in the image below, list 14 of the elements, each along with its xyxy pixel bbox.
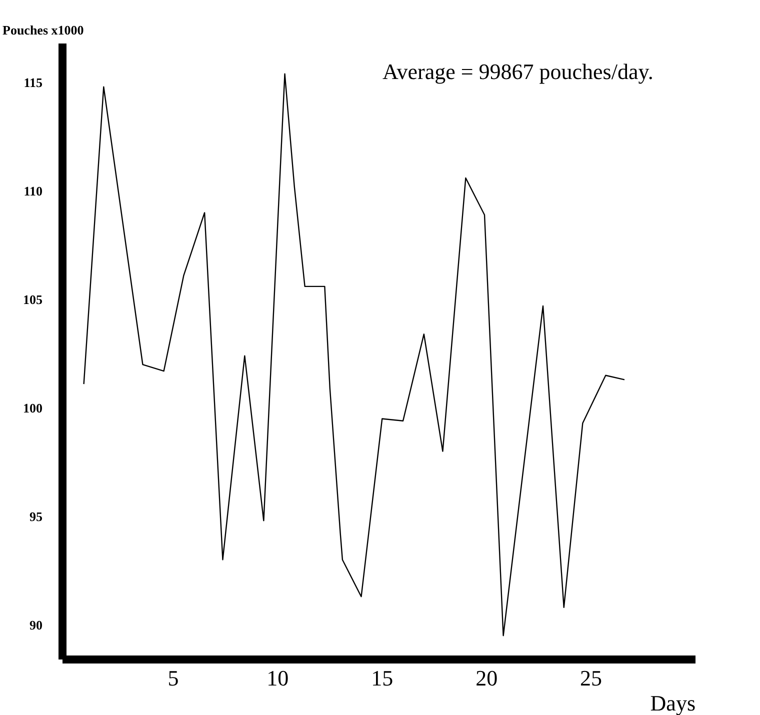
x-tick-label: 20 <box>476 666 498 690</box>
y-tick-label: 115 <box>24 75 43 90</box>
x-tick-label: 15 <box>371 666 394 690</box>
y-tick-label: 100 <box>23 400 42 416</box>
annotation: Average = 99867 pouches/day. <box>382 59 654 84</box>
y-tick-label: 105 <box>23 292 43 307</box>
x-axis-title: Days <box>650 690 696 715</box>
y-tick-label: 95 <box>30 508 43 524</box>
x-tick-label: 25 <box>580 666 602 690</box>
x-tick-label: 5 <box>168 666 179 690</box>
y-tick-label: 110 <box>24 183 43 198</box>
x-tick-label: 10 <box>266 666 289 690</box>
y-tick-label: 90 <box>30 617 42 632</box>
y-axis-title: Pouches x1000 <box>2 22 84 38</box>
